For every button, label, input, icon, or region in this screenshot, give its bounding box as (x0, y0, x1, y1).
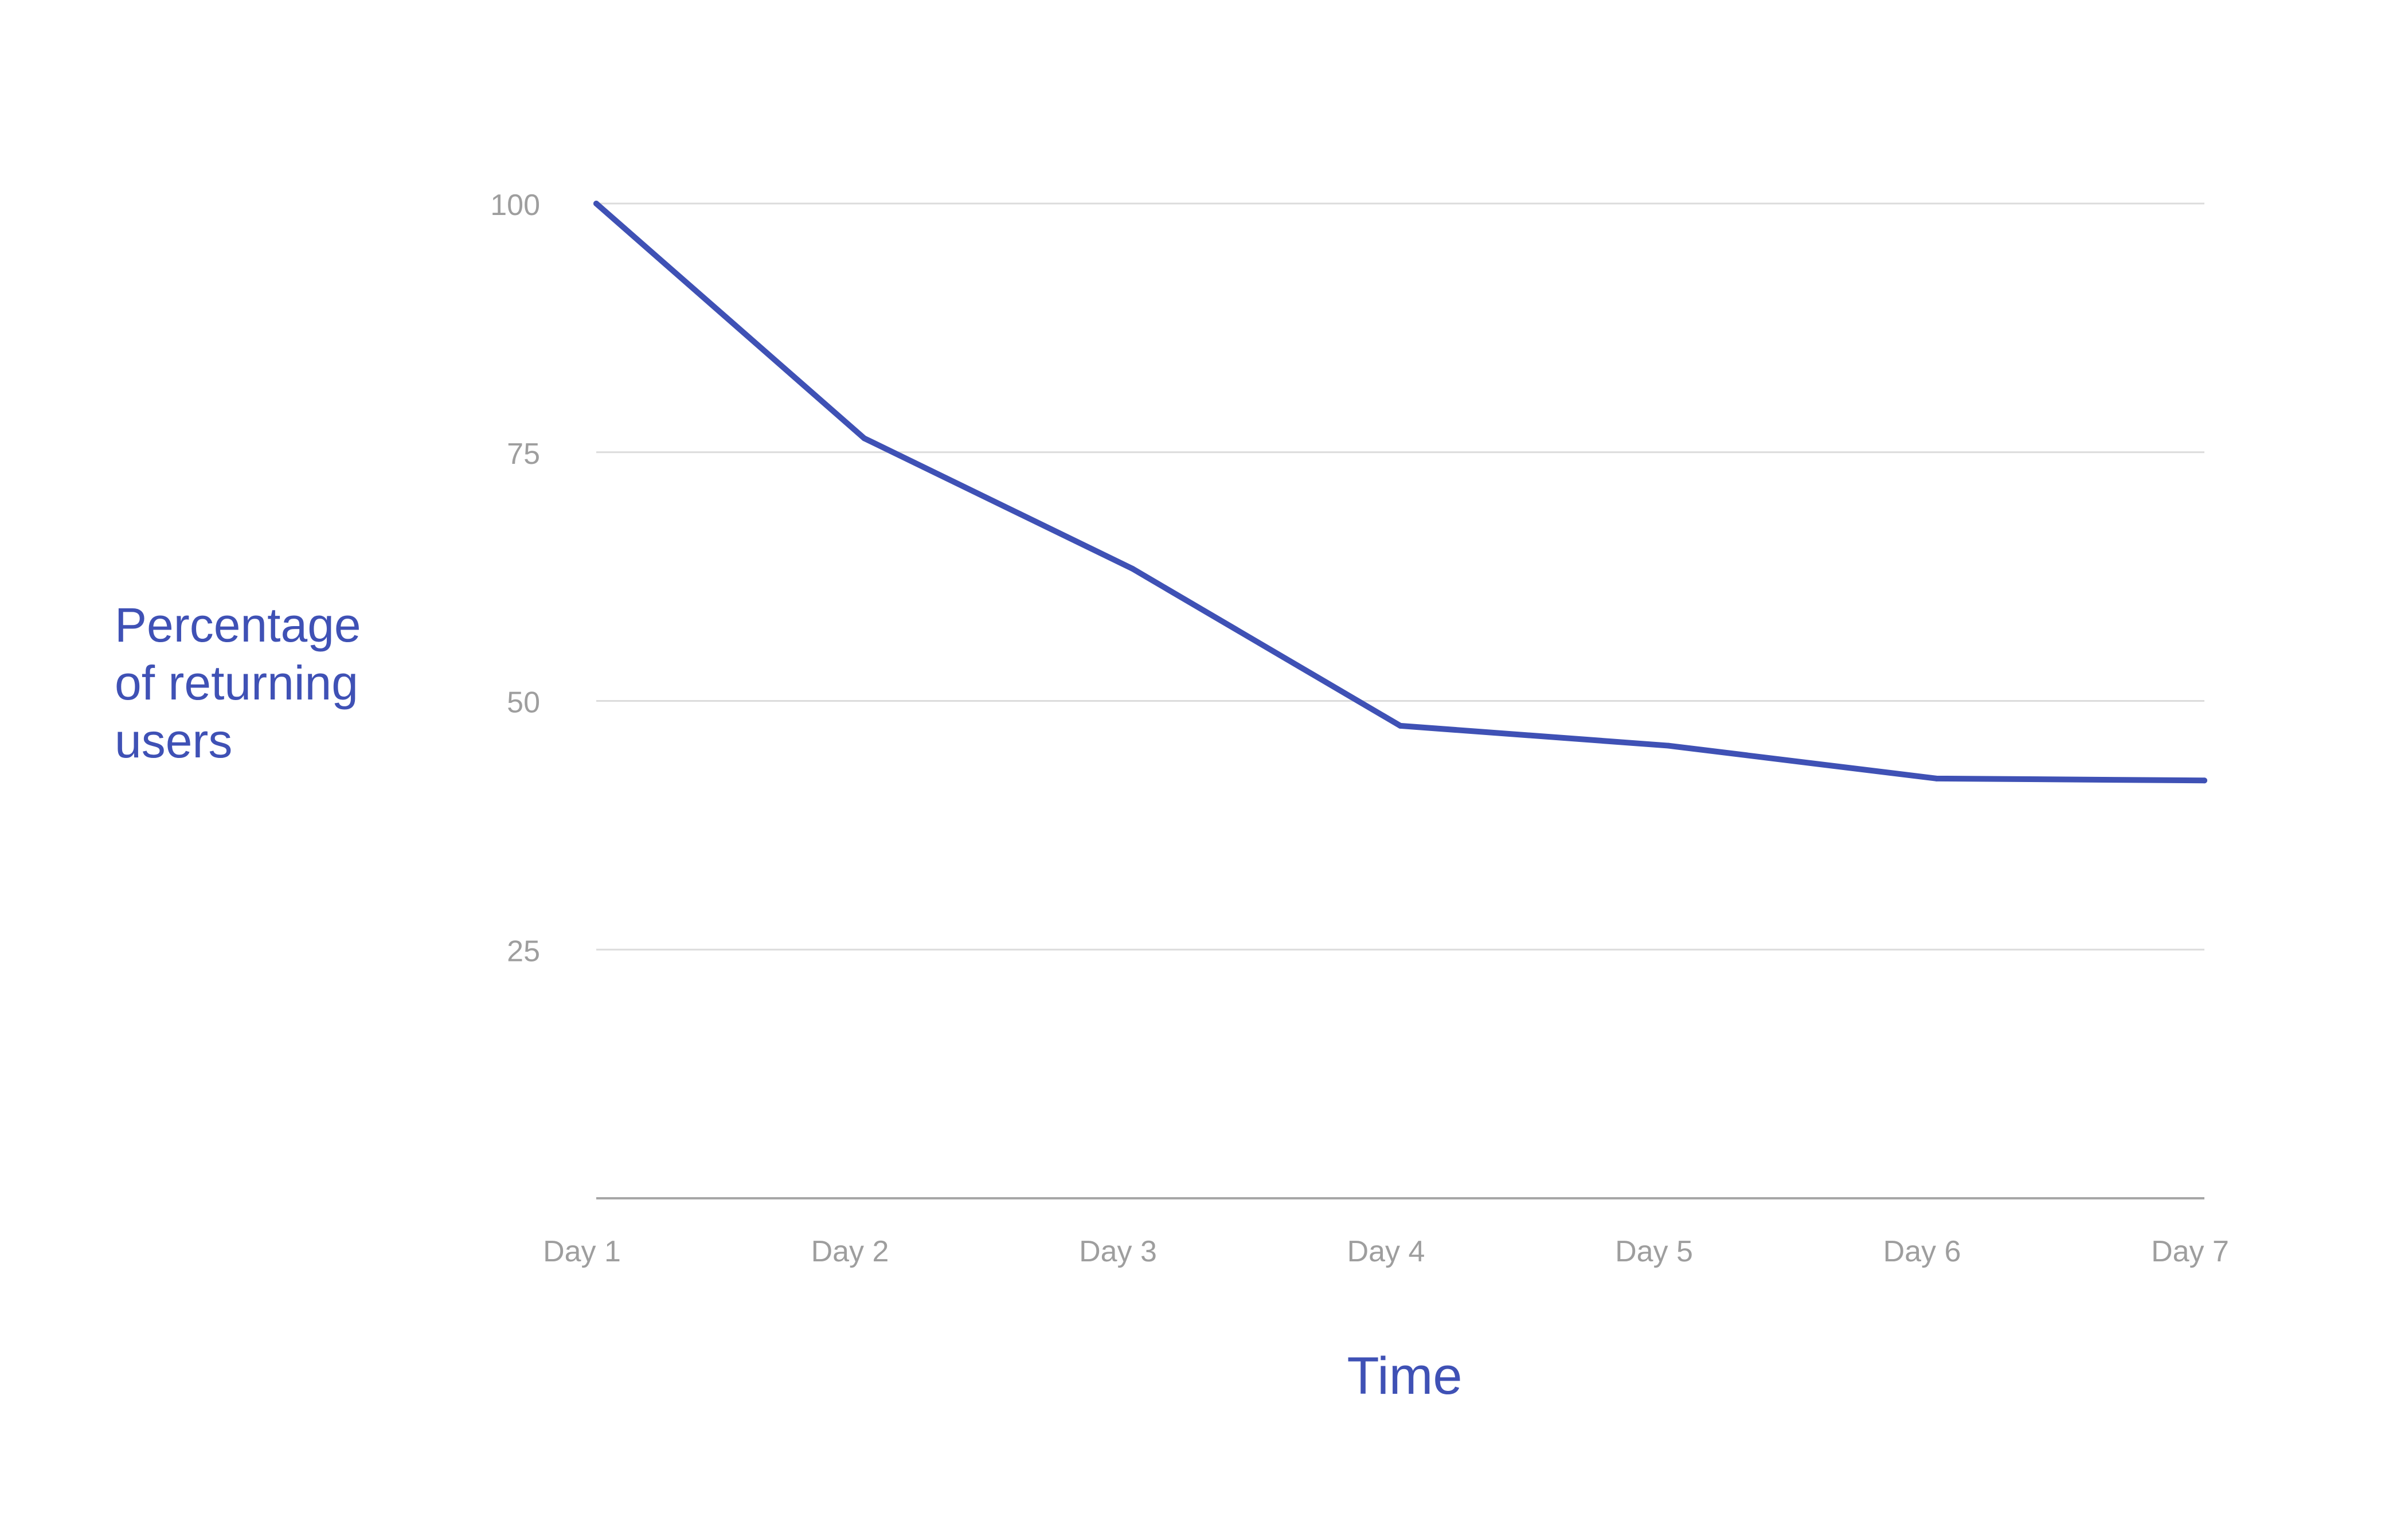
x-tick-label-3: Day 3 (1079, 1235, 1157, 1268)
y-tick-label-50: 50 (507, 686, 540, 720)
x-axis-label: Time (1347, 1347, 1463, 1405)
x-tick-label-4: Day 4 (1347, 1235, 1425, 1268)
x-tick-label-5: Day 5 (1615, 1235, 1693, 1268)
y-tick-label-25: 25 (507, 935, 540, 968)
series (593, 201, 2207, 784)
series-line-1 (593, 201, 2207, 784)
data-point-day-3 (1129, 565, 1135, 572)
x-tick-label-7: Day 7 (2151, 1235, 2229, 1268)
y-axis-label-line-2: of returning (115, 656, 358, 710)
y-axis-label: Percentage of returning users (115, 596, 413, 770)
y-axis-label-line-1: Percentage (115, 598, 361, 652)
y-axis-label-line-3: users (115, 714, 233, 768)
y-tick-labels: 25 50 75 100 (490, 189, 540, 968)
data-point-day-1 (593, 201, 599, 206)
data-point-day-4 (1397, 722, 1403, 729)
data-point-day-6 (1933, 775, 1940, 781)
data-point-day-5 (1665, 742, 1671, 749)
x-tick-label-2: Day 2 (811, 1235, 889, 1268)
x-tick-label-6: Day 6 (1883, 1235, 1961, 1268)
y-tick-label-75: 75 (507, 437, 540, 471)
x-tick-labels: Day 1 Day 2 Day 3 Day 4 Day 5 Day 6 Day 7 (543, 1235, 2229, 1268)
gridlines (596, 202, 2204, 951)
y-tick-label-100: 100 (490, 189, 540, 222)
data-point-day-7 (2202, 777, 2207, 784)
x-tick-label-1: Day 1 (543, 1235, 621, 1268)
data-point-day-2 (861, 435, 867, 441)
